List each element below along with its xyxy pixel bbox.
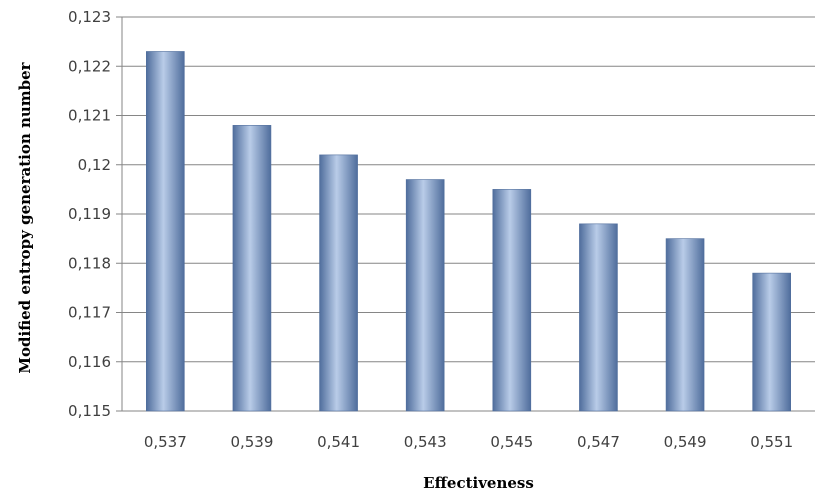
y-tick-label: 0,122: [68, 57, 111, 75]
bar: [146, 51, 185, 412]
gridlines: [116, 16, 815, 412]
bar: [665, 238, 705, 412]
y-tick-label: 0,115: [68, 402, 111, 420]
x-tick-label: 0,545: [490, 433, 533, 451]
x-tick-labels: 0,537 0,539 0,541 0,543 0,545 0,547 0,549 0,551: [144, 433, 793, 451]
y-axis-title: Modified entropy generation number: [16, 61, 34, 373]
x-tick-label: 0,543: [404, 433, 447, 451]
bars: [146, 51, 791, 412]
y-tick-label: 0,116: [68, 353, 111, 371]
x-tick-label: 0,549: [664, 433, 707, 451]
y-tick-label: 0,12: [78, 156, 111, 174]
bar: [752, 272, 791, 412]
bar: [579, 223, 618, 412]
x-tick-label: 0,541: [317, 433, 360, 451]
bar: [232, 125, 272, 412]
y-tick-label: 0,118: [68, 254, 111, 272]
bar: [405, 179, 445, 412]
bar: [319, 154, 358, 412]
y-tick-label: 0,117: [68, 304, 111, 322]
y-tick-labels: 0,115 0,116 0,117 0,118 0,119 0,12 0,121 0,122 0…: [68, 8, 111, 420]
x-tick-label: 0,537: [144, 433, 187, 451]
y-tick-label: 0,119: [68, 205, 111, 223]
bar: [492, 189, 532, 412]
x-tick-label: 0,551: [750, 433, 793, 451]
y-tick-label: 0,121: [68, 107, 111, 125]
x-tick-label: 0,547: [577, 433, 620, 451]
x-axis-title: Effectiveness: [423, 474, 534, 492]
y-tick-label: 0,123: [68, 8, 111, 26]
x-tick-label: 0,539: [230, 433, 273, 451]
